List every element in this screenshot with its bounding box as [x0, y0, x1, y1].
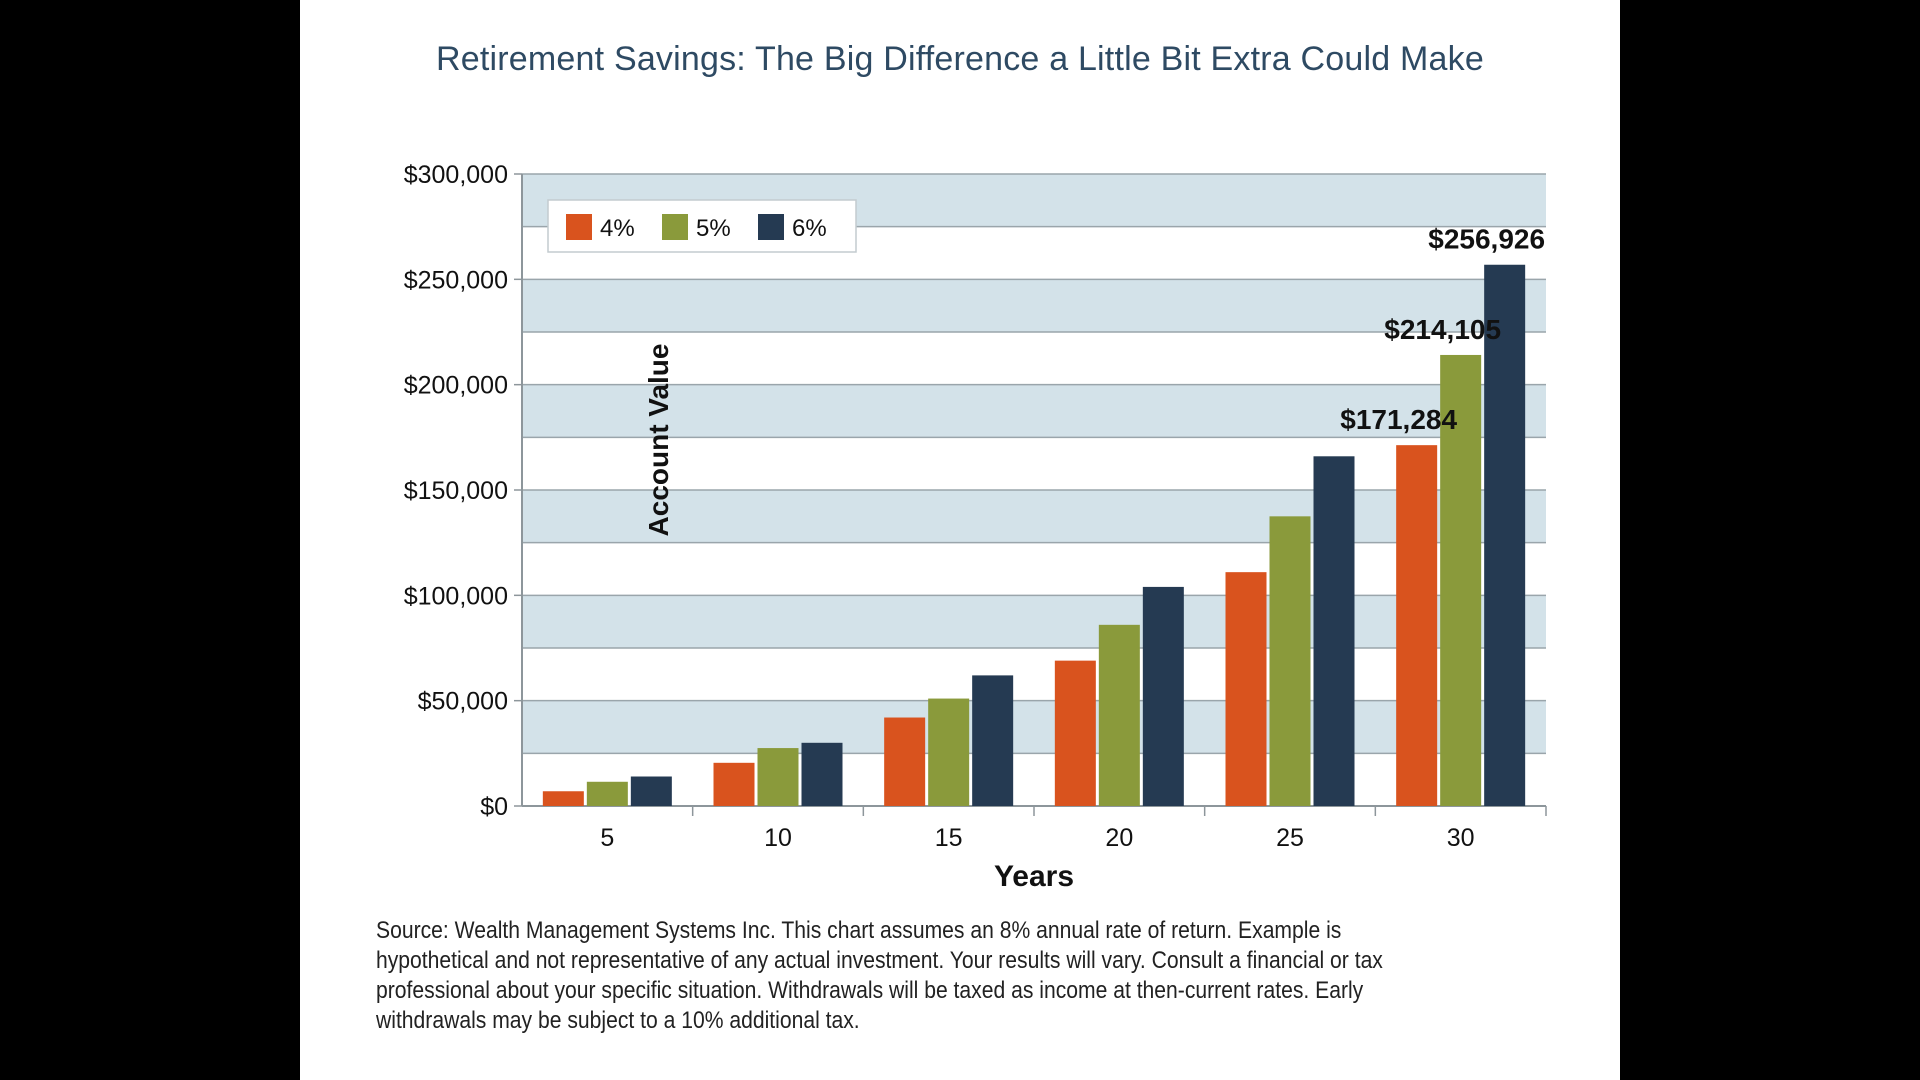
axes: $0 $50,000 $100,000 $150,000 $200,000 $250,00…	[404, 161, 1547, 893]
bar-6pct-year-10	[801, 742, 843, 806]
y-tick-label: $300,000	[404, 161, 508, 189]
bars	[542, 264, 1526, 806]
x-tick-label: 15	[935, 824, 963, 852]
y-axis-label: Account Value	[643, 344, 674, 537]
x-tick-label: 30	[1447, 824, 1475, 852]
bar-5pct-year-5	[586, 781, 628, 806]
chart-title: Retirement Savings: The Big Difference a…	[436, 40, 1484, 78]
bar-6pct-year-25	[1313, 456, 1355, 806]
x-tick-label: 5	[600, 824, 614, 852]
bar-6pct-year-30	[1484, 264, 1526, 806]
chart-panel: Retirement Savings: The Big Difference a…	[300, 0, 1620, 1080]
x-tick-label: 20	[1105, 824, 1133, 852]
bar-5pct-year-20	[1098, 624, 1140, 806]
grid-band	[522, 384, 1546, 438]
plot-bands	[522, 174, 1546, 754]
legend: 4% 5% 6%	[547, 199, 857, 253]
legend-swatch-5pct	[662, 214, 688, 240]
data-label: $214,105	[1384, 314, 1501, 345]
legend-swatch-6pct	[758, 214, 784, 240]
bar-5pct-year-30	[1440, 354, 1482, 806]
bar-6pct-year-5	[630, 776, 672, 806]
legend-label: 5%	[696, 215, 731, 242]
y-tick-label: $100,000	[404, 582, 508, 610]
legend-box	[547, 199, 857, 253]
bar-5pct-year-15	[928, 698, 970, 806]
x-tick-label: 10	[764, 824, 792, 852]
source-note: Source: Wealth Management Systems Inc. T…	[376, 917, 1383, 1034]
y-tick-label: $50,000	[418, 688, 508, 716]
bar-5pct-year-10	[757, 748, 799, 806]
legend-label: 4%	[600, 215, 635, 242]
bar-4pct-year-10	[713, 762, 755, 806]
y-tick-label: $250,000	[404, 266, 508, 294]
bar-4pct-year-20	[1054, 660, 1096, 806]
legend-swatch-4pct	[566, 214, 592, 240]
grid-band	[522, 490, 1546, 543]
x-tick-label: 25	[1276, 824, 1304, 852]
y-tick-label: $200,000	[404, 372, 508, 400]
grid-band	[522, 700, 1546, 754]
legend-label: 6%	[792, 215, 827, 242]
bar-chart: $0 $50,000 $100,000 $150,000 $200,000 $250,00…	[404, 161, 1547, 893]
bar-4pct-year-5	[542, 791, 584, 806]
bar-5pct-year-25	[1269, 516, 1311, 806]
data-labels: $171,284 $214,105 $256,926	[1340, 224, 1545, 435]
bar-4pct-year-30	[1396, 445, 1438, 806]
grid-band	[522, 595, 1546, 648]
data-label: $171,284	[1340, 404, 1457, 435]
bar-6pct-year-20	[1142, 586, 1184, 806]
data-label: $256,926	[1428, 224, 1545, 255]
grid-band	[522, 279, 1546, 332]
x-axis-label: Years	[994, 860, 1074, 893]
y-tick-label: $150,000	[404, 477, 508, 505]
bar-6pct-year-15	[972, 675, 1014, 806]
bar-4pct-year-25	[1225, 572, 1267, 806]
bar-4pct-year-15	[884, 717, 926, 806]
y-tick-label: $0	[480, 793, 508, 821]
